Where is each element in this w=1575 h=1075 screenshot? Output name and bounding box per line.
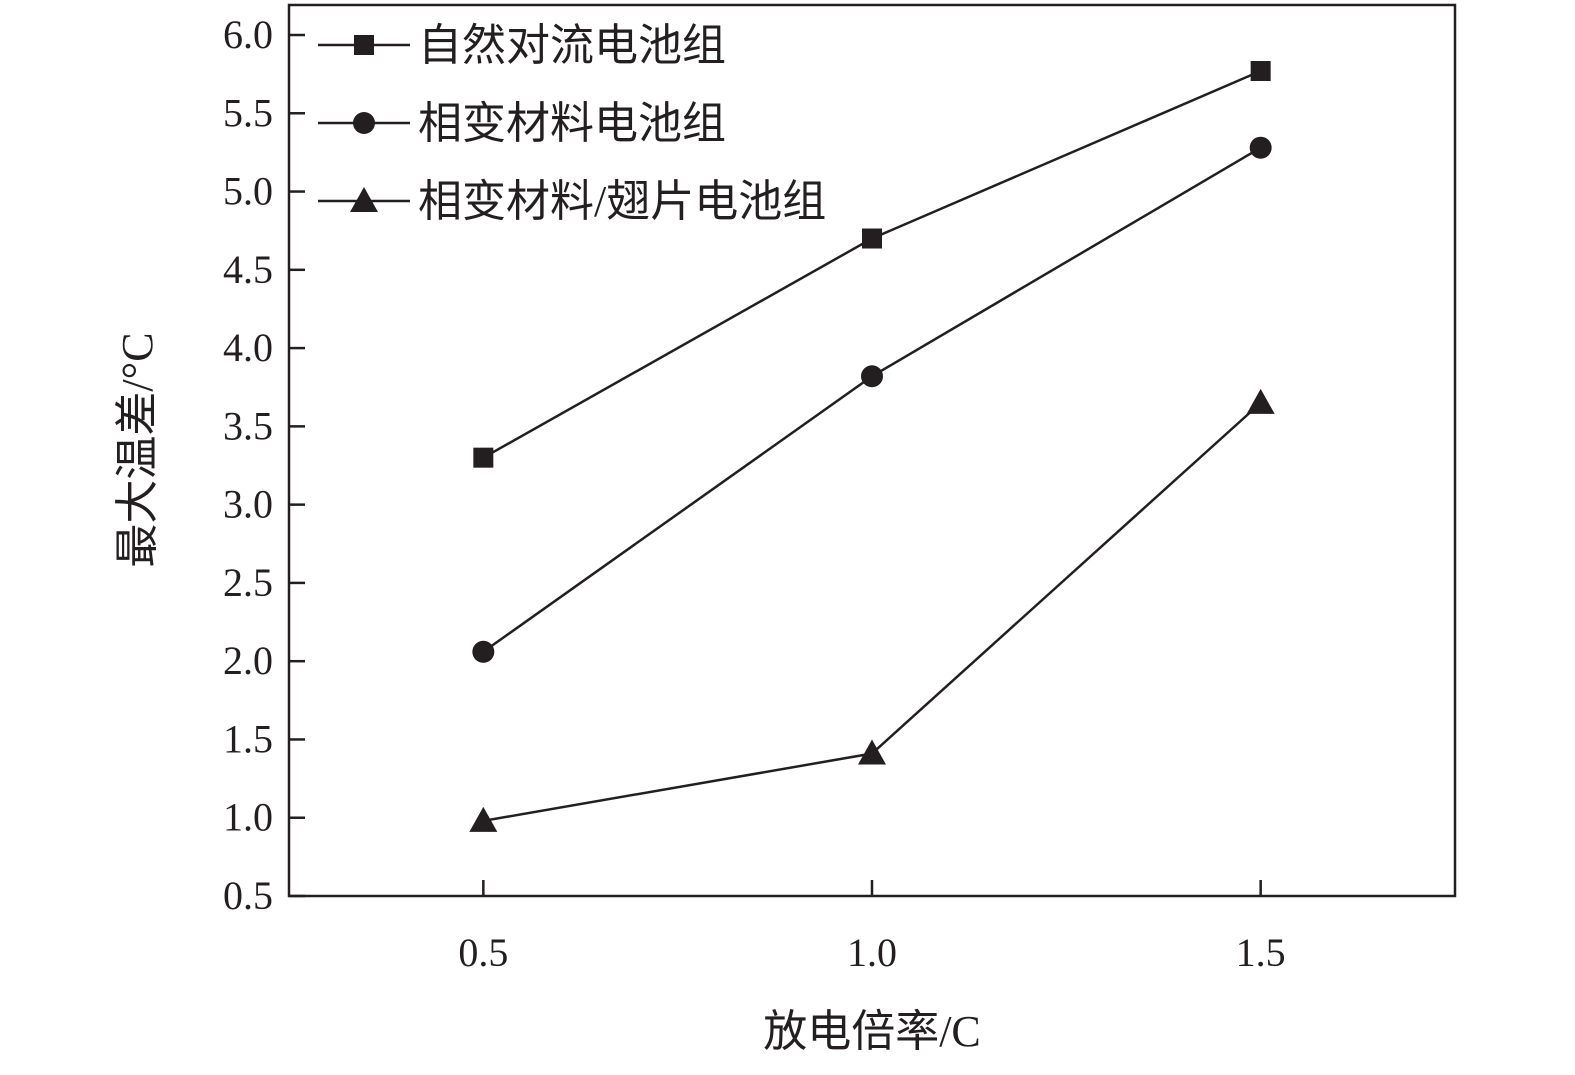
legend-label: 相变材料/翅片电池组 <box>418 177 826 226</box>
x-axis-ticks: 0.5 1.0 1.5 <box>458 880 1286 975</box>
legend-item-1: 自然对流电池组 <box>318 21 726 70</box>
series-1 <box>473 61 1271 468</box>
y-tick-label: 1.0 <box>223 795 273 840</box>
data-point-circle <box>1249 136 1272 159</box>
series-3 <box>469 388 1275 832</box>
series-layer <box>469 61 1275 832</box>
x-tick-label: 1.5 <box>1236 930 1286 975</box>
y-tick-label: 5.5 <box>223 90 273 135</box>
y-tick-label: 1.5 <box>223 716 273 761</box>
data-point-circle <box>861 365 883 388</box>
legend-marker-square <box>354 35 374 55</box>
x-axis-title: 放电倍率/C <box>763 1007 981 1056</box>
data-point-square <box>1250 61 1271 82</box>
legend-marker-circle <box>353 112 375 134</box>
y-tick-label: 3.5 <box>223 403 273 448</box>
y-tick-label: 5.0 <box>223 169 273 214</box>
y-tick-label: 2.0 <box>223 638 273 683</box>
series-2 <box>472 136 1272 663</box>
y-tick-label: 0.5 <box>223 873 273 918</box>
y-axis-title: 最大温差/°C <box>113 332 162 567</box>
x-tick-label: 1.0 <box>847 930 897 975</box>
data-point-triangle <box>469 806 498 832</box>
y-axis-ticks: 0.5 1.0 1.5 2.0 2.5 3.0 3.5 4.0 4.5 5.0 5.5 6.0 <box>223 12 305 918</box>
y-tick-label: 6.0 <box>223 12 273 57</box>
legend-item-2: 相变材料电池组 <box>318 99 726 148</box>
y-tick-label: 4.0 <box>223 325 273 370</box>
data-point-square <box>862 228 882 249</box>
legend-label: 自然对流电池组 <box>418 21 726 70</box>
y-tick-label: 4.5 <box>223 247 273 292</box>
y-tick-label: 2.5 <box>223 560 273 605</box>
data-point-circle <box>472 640 495 663</box>
legend-marker-triangle <box>350 187 378 212</box>
data-point-triangle <box>858 739 886 765</box>
legend-label: 相变材料电池组 <box>418 99 726 148</box>
data-point-triangle <box>1246 388 1275 414</box>
legend-item-3: 相变材料/翅片电池组 <box>318 177 826 226</box>
data-point-square <box>473 447 494 468</box>
y-tick-label: 3.0 <box>223 482 273 527</box>
x-tick-label: 0.5 <box>458 930 508 975</box>
